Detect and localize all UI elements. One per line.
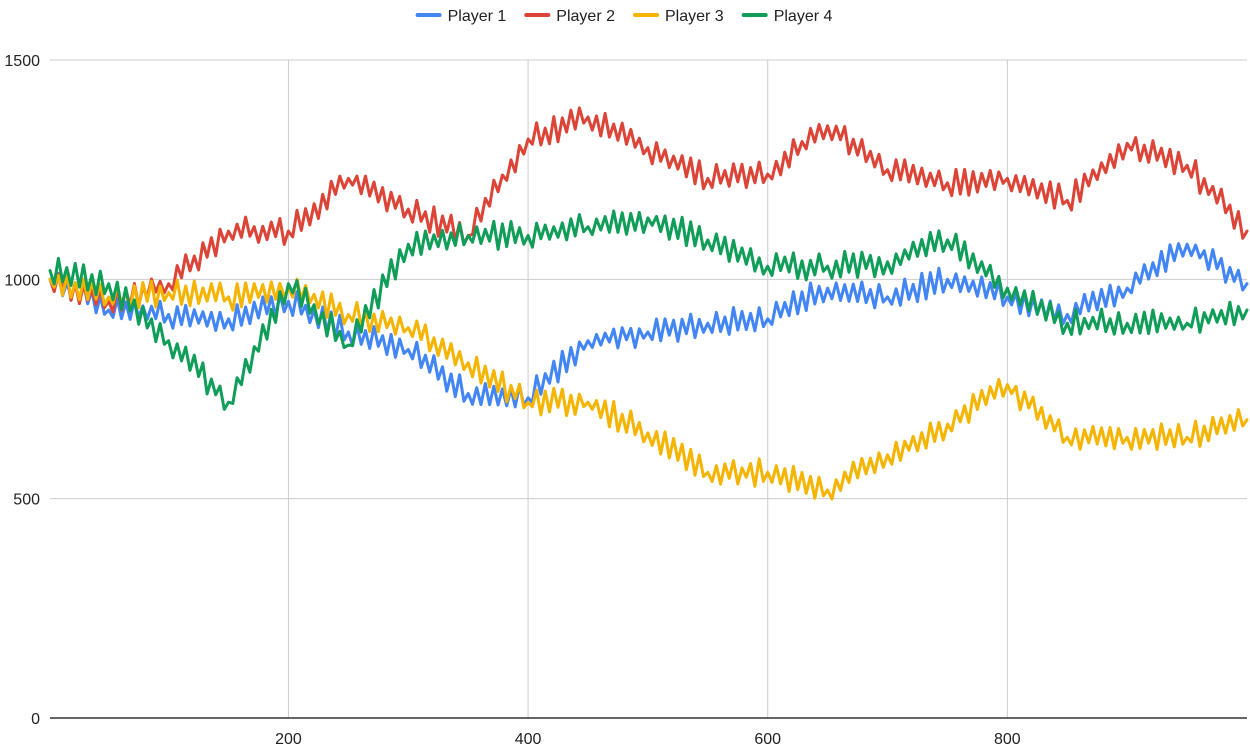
- legend-label: Player 2: [556, 8, 615, 25]
- series-line-player-3: [48, 273, 1249, 501]
- y-tick-label: 500: [13, 492, 40, 509]
- x-tick-label: 800: [994, 731, 1021, 748]
- legend: Player 1 Player 2 Player 3 Player 4: [415, 8, 833, 25]
- legend-label: Player 3: [665, 8, 724, 25]
- legend-label: Player 1: [448, 8, 507, 25]
- series-line-player-4: [48, 209, 1249, 411]
- y-tick-label: 1500: [4, 53, 40, 70]
- y-tick-label: 1000: [4, 272, 40, 289]
- x-tick-label: 600: [754, 731, 781, 748]
- axes: 0 500 1000 1500 200 400 600 800: [4, 53, 1247, 748]
- legend-item: Player 2: [524, 8, 615, 25]
- x-tick-label: 200: [275, 731, 302, 748]
- legend-item: Player 1: [415, 8, 507, 25]
- series-group: [48, 106, 1249, 501]
- legend-item: Player 4: [741, 8, 833, 25]
- y-tick-label: 0: [31, 711, 40, 728]
- x-tick-label: 400: [515, 731, 542, 748]
- grid: [50, 59, 1247, 718]
- legend-item: Player 3: [633, 8, 724, 25]
- legend-label: Player 4: [774, 8, 833, 25]
- series-line-player-2: [48, 106, 1249, 314]
